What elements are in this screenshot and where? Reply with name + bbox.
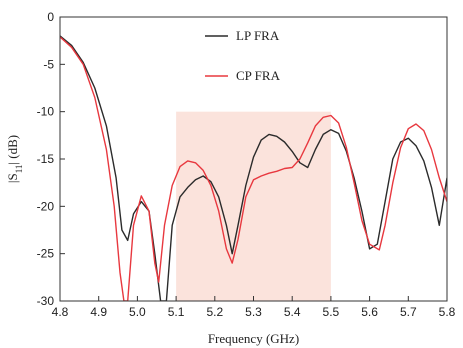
x-tick-label: 5.4 xyxy=(284,305,301,319)
y-tick-label: -20 xyxy=(37,199,55,213)
x-tick-label: 5.6 xyxy=(361,305,378,319)
y-axis: 0 -5 -10 -15 -20 -25 -30 xyxy=(37,10,65,308)
legend-label: LP FRA xyxy=(236,28,280,43)
legend-label: CP FRA xyxy=(236,68,281,83)
x-tick-label: 5.2 xyxy=(206,305,223,319)
series-curves xyxy=(60,35,447,301)
y-tick-label: -15 xyxy=(37,152,55,166)
highlight-band xyxy=(176,111,331,302)
x-tick-label: 5.1 xyxy=(168,305,185,319)
x-tick-label: 5.0 xyxy=(129,305,146,319)
y-tick-label: -30 xyxy=(37,294,55,308)
y-tick-label: -10 xyxy=(37,105,55,119)
x-axis-title: Frequency (GHz) xyxy=(208,331,299,346)
y-tick-label: -25 xyxy=(37,247,55,261)
legend: LP FRA CP FRA xyxy=(205,28,281,83)
series-line-cp-fra xyxy=(60,36,447,301)
y-tick-label: -5 xyxy=(43,57,54,71)
x-tick-label: 5.7 xyxy=(400,305,417,319)
series-line-lp-fra xyxy=(60,35,447,301)
x-axis: 4.8 4.9 5.0 5.1 5.2 5.3 5.4 5.5 5.6 5.7 5.8 xyxy=(52,296,456,319)
x-tick-label: 5.3 xyxy=(245,305,262,319)
x-tick-label: 5.5 xyxy=(323,305,340,319)
x-tick-label: 5.8 xyxy=(439,305,456,319)
y-tick-label: 0 xyxy=(47,10,54,24)
x-tick-label: 4.8 xyxy=(52,305,69,319)
x-tick-label: 4.9 xyxy=(90,305,107,319)
